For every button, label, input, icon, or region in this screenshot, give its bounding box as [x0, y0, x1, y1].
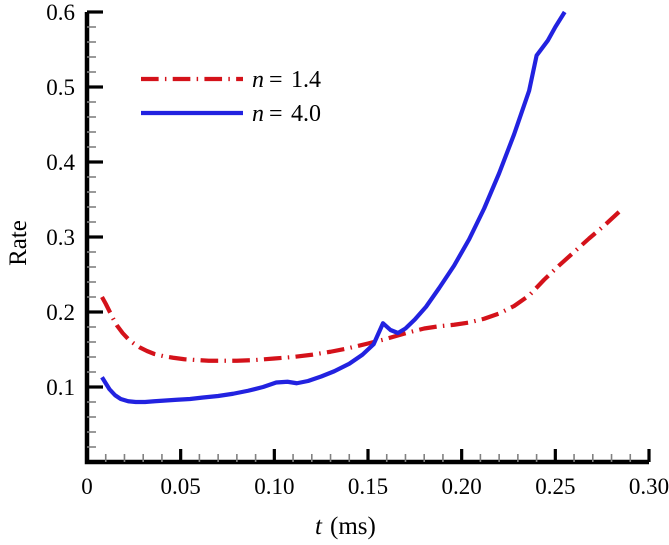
- x-tick-label: 0.30: [629, 474, 669, 499]
- x-axis-title-variable: t: [315, 513, 323, 540]
- y-tick-label: 0.3: [46, 225, 75, 250]
- x-tick-label: 0.20: [442, 474, 482, 499]
- legend-label-value-1: 4.0: [291, 101, 321, 127]
- legend-entry-n-1-4: n = 1.4: [141, 67, 321, 93]
- y-axis-ticks: [87, 10, 103, 448]
- y-tick-label: 0.4: [46, 150, 75, 175]
- x-tick-label: 0.25: [535, 474, 575, 499]
- legend-label-equals-1: =: [269, 101, 283, 127]
- y-tick-label: 0.6: [46, 0, 75, 25]
- x-tick-label: 0.05: [161, 474, 201, 499]
- series-line-n-4-0: [100, 10, 567, 405]
- y-tick-label: 0.5: [46, 75, 75, 100]
- x-tick-label: 0.10: [254, 474, 294, 499]
- x-tick-label: 0: [81, 474, 93, 499]
- axis-lines: [84, 12, 649, 465]
- y-tick-label: 0.2: [46, 300, 75, 325]
- legend-label-equals-0: =: [269, 67, 283, 93]
- data-series-group: [100, 10, 625, 405]
- legend-entry-n-4-0: n = 4.0: [141, 101, 321, 127]
- y-axis-tick-labels: 0.1 0.2 0.3 0.4 0.5 0.6: [46, 0, 75, 400]
- x-axis-ticks: [85, 449, 651, 462]
- y-axis-title: Rate: [5, 220, 32, 266]
- legend: n = 1.4 n = 4.0: [141, 67, 321, 127]
- x-axis-title: t (ms): [315, 513, 376, 540]
- legend-label-value-0: 1.4: [291, 67, 321, 93]
- legend-label-variable-0: n: [252, 67, 264, 93]
- series-line-n-1-4: [100, 206, 625, 363]
- y-tick-label: 0.1: [46, 375, 75, 400]
- x-axis-tick-labels: 0 0.05 0.10 0.15 0.20 0.25 0.30: [81, 474, 669, 499]
- x-axis-title-unit: (ms): [330, 513, 376, 540]
- legend-label-variable-1: n: [252, 101, 264, 127]
- x-tick-label: 0.15: [348, 474, 388, 499]
